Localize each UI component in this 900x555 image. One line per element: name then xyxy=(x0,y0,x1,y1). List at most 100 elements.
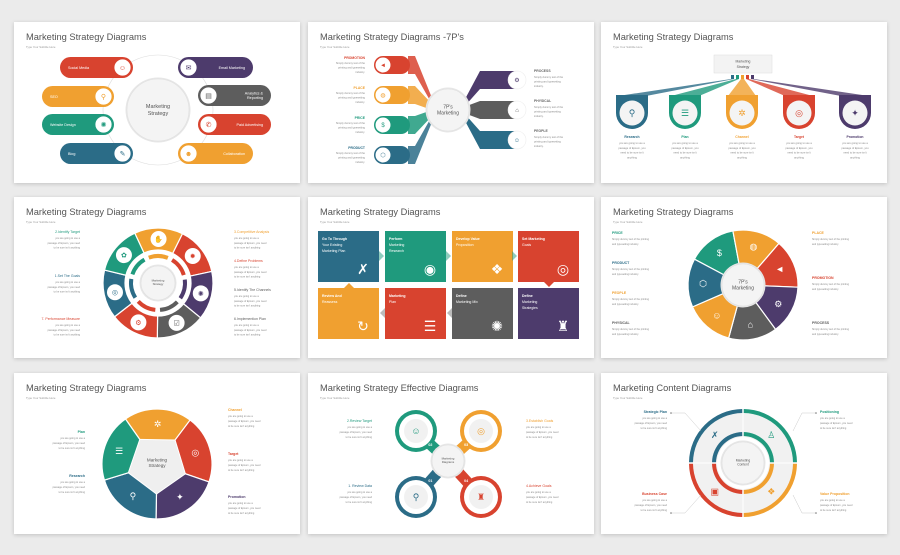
process-icon: ⚙ xyxy=(514,77,519,84)
leader-line xyxy=(671,412,702,432)
item-label: PEOPLE xyxy=(612,291,627,295)
item-label: PROMOTION xyxy=(344,56,365,60)
body-text: passage of Epsum, you need xyxy=(635,422,668,425)
body-text: to be sure isn't anything xyxy=(346,436,373,439)
leader-line xyxy=(671,494,702,514)
center-label: Strategy xyxy=(148,111,169,117)
pill-item[interactable]: ✺ Website Design xyxy=(42,114,114,135)
process-tile[interactable]: Go To Through Your Existing Marketing Plan… xyxy=(318,231,379,282)
body-text: you are going to use a xyxy=(55,237,80,240)
blog-icon: ✎ xyxy=(120,151,126,158)
body-text: to be sure isn't anything xyxy=(820,427,847,430)
body-text: need to be sure isn't xyxy=(673,151,697,155)
people-icon: ☺ xyxy=(411,426,420,436)
body-text: passage of Epsum, you need xyxy=(228,507,261,510)
body-text: to be sure isn't anything xyxy=(234,334,261,337)
process-tile[interactable]: Perform Marketing Research ◉ xyxy=(385,231,446,282)
center-circle xyxy=(426,88,470,132)
guide-ring xyxy=(102,54,214,166)
body-text: anything xyxy=(737,155,747,159)
body-text: and typesetting industry. xyxy=(612,243,639,246)
pill-item[interactable]: ☺ Social Media xyxy=(60,57,133,78)
network-icon: ✺ xyxy=(101,121,107,129)
item-label: 1. Review Data xyxy=(348,484,372,488)
research-icon: ⚲ xyxy=(629,108,636,118)
color-tick xyxy=(731,75,734,79)
slide-thumbnail-7[interactable]: Marketing Strategy Diagrams Type Your Sub… xyxy=(14,373,300,534)
item-label: 4.Achieve Goals xyxy=(526,484,552,488)
body-text: you are going to use a xyxy=(228,502,253,505)
slide-subtitle: Type Your Subtitle Here xyxy=(320,45,350,49)
body-text: you are going to use a xyxy=(642,417,667,420)
slide-thumbnail-1[interactable]: Marketing Strategy Diagrams Type Your Sub… xyxy=(14,22,300,183)
body-text: and typesetting industry. xyxy=(812,333,839,336)
body-text: to be sure isn't anything xyxy=(54,247,81,250)
icon-circle xyxy=(94,115,113,134)
center-label: Marketing xyxy=(736,459,751,463)
slide-subtitle: Type Your Subtitle Here xyxy=(26,220,56,224)
slide-canvas: Marketing Strategy Diagrams Type Your Sub… xyxy=(26,383,261,520)
research-icon: ⚲ xyxy=(413,492,420,502)
process-tile[interactable]: Define Marketing Mix ✺ xyxy=(452,288,513,339)
center-circle xyxy=(721,263,765,307)
body-text: Simply dummy text of the xyxy=(336,91,366,95)
tile-label: Marketing Mix xyxy=(456,300,478,304)
leader-dot xyxy=(670,412,672,414)
body-text: passage of Epsum, you need xyxy=(48,286,81,289)
tile-background xyxy=(518,231,579,282)
band xyxy=(464,71,518,107)
strategy-tree-icon: ♜ xyxy=(557,318,570,334)
process-tile[interactable]: Define Marketing Strategies ♜ xyxy=(518,288,579,339)
process-tile[interactable]: Review And Reassess ↻ xyxy=(318,288,379,339)
inner-arc xyxy=(129,278,137,299)
item-label: Plan xyxy=(78,430,85,434)
pill-item[interactable]: ✆ Paid Advertising xyxy=(198,114,271,135)
slide-thumbnail-4[interactable]: Marketing Strategy Diagrams Type Your Sub… xyxy=(14,197,300,358)
process-tile[interactable]: Develop Value Proposition ❖ xyxy=(452,231,513,282)
tile-label: Plan xyxy=(389,300,396,304)
pill-label: Website Design xyxy=(50,123,76,127)
pill-item[interactable]: ☻ Collaboration xyxy=(178,143,253,164)
connector-band xyxy=(671,79,739,96)
advertising-icon: ✆ xyxy=(206,121,212,129)
item-label: PLACE xyxy=(354,86,366,90)
connector-band xyxy=(728,79,756,96)
body-text: to be sure isn't anything xyxy=(820,509,847,512)
item-label: Channel xyxy=(228,408,242,412)
body-text: and typesetting industry. xyxy=(612,333,639,336)
body-text: passage of Epsum, you need xyxy=(820,422,853,425)
process-tile[interactable]: Set Marketing Goals ◎ xyxy=(518,231,579,282)
slide-thumbnail-6[interactable]: Marketing Strategy Diagrams Type Your Sub… xyxy=(601,197,887,358)
slide-thumbnail-8[interactable]: Marketing Strategy Effective Diagrams Typ… xyxy=(308,373,594,534)
body-text: printing and typesetting xyxy=(534,80,561,84)
body-text: to be sure isn't anything xyxy=(234,276,261,279)
body-text: to be sure isn't anything xyxy=(526,501,553,504)
slide-subtitle: Type Your Subtitle Here xyxy=(613,396,643,400)
slide-thumbnail-3[interactable]: Marketing Strategy Diagrams Type Your Sub… xyxy=(601,22,887,183)
outer-arc xyxy=(743,463,797,517)
product-icon: ⬡ xyxy=(380,152,385,159)
value-icon: ❖ xyxy=(491,261,504,277)
pill-item[interactable]: ▤ Analytics &Reporting xyxy=(198,85,271,106)
pill-item[interactable]: ✉ Email Marketing xyxy=(178,57,253,78)
icon-circle xyxy=(113,58,132,77)
band xyxy=(464,113,518,149)
slide-thumbnail-2[interactable]: Marketing Strategy Diagrams -7P's Type Yo… xyxy=(308,22,594,183)
item-label: 2.Review Target xyxy=(347,419,372,423)
pill-item[interactable]: ⚲ SEO xyxy=(42,86,114,107)
pill-item[interactable]: ✎ Blog xyxy=(60,143,133,164)
body-text: to be sure isn't anything xyxy=(59,447,86,450)
slide-thumbnail-5[interactable]: Marketing Strategy Diagrams Type Your Sub… xyxy=(308,197,594,358)
body-text: passage of Epsum, you need xyxy=(234,242,267,245)
tile-label: Goals xyxy=(522,243,531,247)
body-text: industry. xyxy=(534,84,544,88)
center-circle xyxy=(431,444,465,478)
inner-arc xyxy=(178,279,187,300)
network-icon: ✺ xyxy=(491,318,503,334)
body-text: Simply dummy text of the printing xyxy=(612,328,650,331)
tile-label: Strategies xyxy=(522,306,538,310)
process-tile[interactable]: Marketing Plan ☰ xyxy=(385,288,446,339)
slide-thumbnail-9[interactable]: Marketing Content Diagrams Type Your Subt… xyxy=(601,373,887,534)
body-text: printing and typesetting xyxy=(338,96,365,100)
globe-icon: ◍ xyxy=(380,93,385,99)
